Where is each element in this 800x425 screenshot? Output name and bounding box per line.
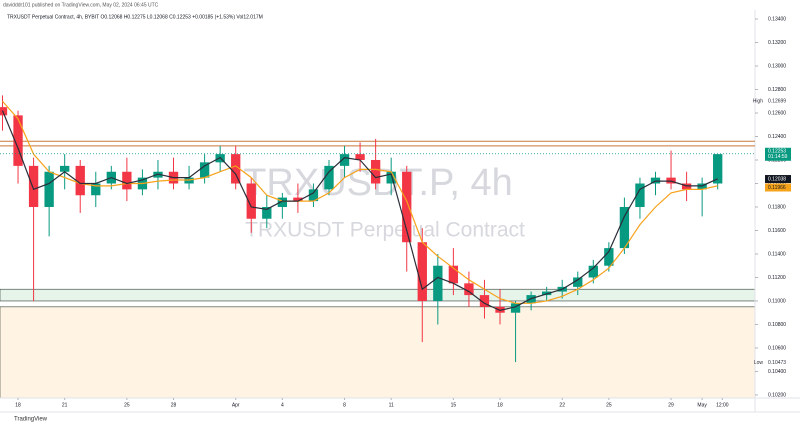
price-badge-value: 0.12699 [768, 99, 786, 105]
candle-body [199, 162, 210, 178]
candle-body [293, 197, 303, 202]
price-badge [765, 358, 791, 367]
candle-body [231, 154, 241, 184]
y-tick-label: 0.12600 [768, 110, 786, 116]
last-price-label: 0.12253 [768, 149, 786, 155]
candle-body [464, 283, 474, 296]
price-badge [765, 97, 791, 106]
candle-body [0, 107, 8, 116]
x-tick-label: 8 [343, 402, 346, 408]
candle-body [91, 183, 101, 196]
candle-body [573, 277, 583, 287]
zone [0, 288, 756, 302]
candle-body [386, 171, 396, 184]
x-tick-label: 4 [281, 402, 284, 408]
y-tick-label: 0.11600 [768, 228, 786, 234]
x-tick-label: 29 [668, 402, 674, 408]
candle-body [28, 165, 39, 207]
price-badge-value: 0.12038 [768, 176, 786, 182]
x-tick-label: May [697, 402, 707, 408]
price-badge [765, 175, 791, 184]
price-badge [765, 183, 791, 192]
y-tick-label: 0.10600 [768, 345, 786, 351]
candle-body [370, 159, 381, 184]
candle-body [619, 206, 630, 249]
price-badge-name: Low [754, 360, 764, 366]
y-tick-label: 0.12800 [768, 87, 786, 93]
watermark-name: TRXUSDT Perpetual Contract [245, 219, 525, 242]
price-badge-value: 0.11966 [768, 185, 786, 191]
candle-body [262, 206, 272, 219]
zone [0, 306, 756, 399]
y-tick-label: 0.13400 [768, 16, 786, 22]
x-tick-label: 25 [124, 402, 130, 408]
candle-body [60, 165, 70, 172]
candle-body [75, 165, 85, 196]
candle-body [635, 183, 645, 207]
header: davidddr101 published on TradingView.com… [3, 2, 159, 8]
candle-body [246, 183, 256, 219]
y-tick-label: 0.13000 [768, 63, 786, 69]
candle-body [13, 115, 23, 166]
x-tick-label: 21 [62, 402, 68, 408]
y-tick-label: 0.11400 [768, 251, 786, 257]
x-tick-label: 25 [606, 402, 612, 408]
price-badge-name: High [753, 99, 764, 105]
y-tick-label: 0.11800 [768, 204, 786, 210]
candle-body [417, 242, 427, 301]
candle-body [448, 265, 459, 284]
candle-body [339, 154, 350, 166]
y-tick-label: 0.13200 [768, 40, 786, 46]
candle-body [479, 295, 490, 307]
moving-average [1, 110, 718, 311]
last-price-badge [765, 147, 791, 161]
y-tick-label: 0.12400 [768, 134, 786, 140]
y-tick-label: 0.10400 [768, 369, 786, 375]
x-tick-label: 15 [451, 402, 457, 408]
x-tick-label: 28 [171, 402, 177, 408]
x-tick-label: Apr [232, 402, 240, 408]
candle-body [588, 265, 598, 278]
y-tick-label: 0.10200 [768, 392, 786, 398]
candle-body [402, 171, 412, 243]
y-tick-label: 0.10800 [768, 322, 786, 328]
x-tick-label: 18 [15, 402, 21, 408]
candle-body [355, 154, 365, 160]
footer: TradingView [14, 417, 48, 423]
x-tick-label: 22 [559, 402, 565, 408]
x-tick-label: 11 [389, 402, 394, 408]
candle-body [44, 171, 54, 207]
y-tick-label: 0.11200 [768, 275, 786, 281]
price-badge-value: 0.10473 [768, 360, 786, 366]
candle-body [433, 265, 443, 301]
moving-average [2, 100, 718, 304]
x-tick-label: 12:00 [716, 402, 729, 408]
candle-body [277, 197, 288, 207]
candle-body [122, 171, 132, 190]
candle-body [713, 154, 723, 184]
candle-body [324, 165, 334, 190]
candle-body [604, 248, 614, 266]
legend-text: TRXUSDT Perpetual Contract, 4h, BYBIT O0… [7, 14, 263, 20]
x-tick-label: 18 [497, 402, 503, 408]
candle-body [308, 189, 319, 202]
countdown: 01:14:59 [768, 154, 788, 160]
candle-body [510, 303, 521, 313]
y-tick-label: 0.11000 [768, 298, 786, 304]
